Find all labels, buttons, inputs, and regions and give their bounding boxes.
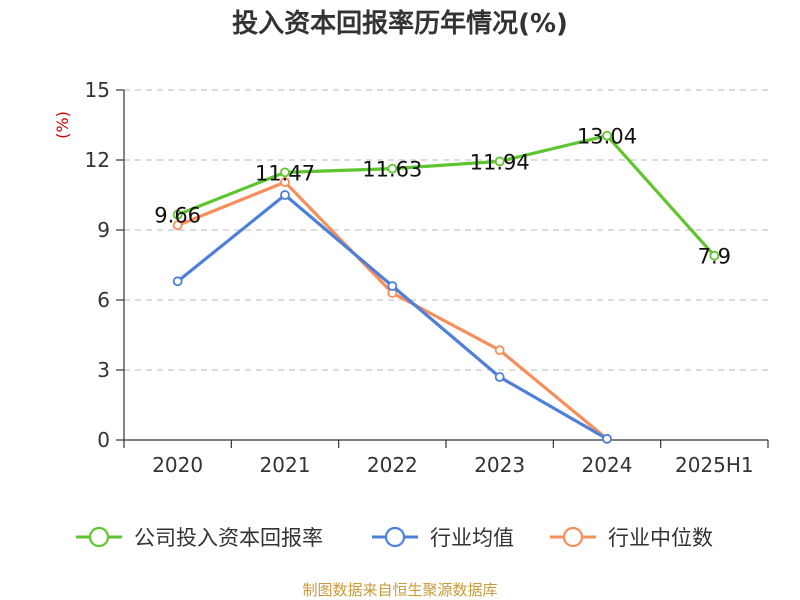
data-point (280, 177, 290, 188)
data-point (494, 345, 505, 356)
data-point (602, 433, 612, 444)
legend-item-0[interactable]: 公司投入资本回报率 (76, 526, 323, 550)
legend-item-1[interactable]: 行业均值 (372, 526, 514, 550)
data-point (280, 167, 290, 178)
data-label: 13.04 (577, 125, 637, 149)
gridlines (124, 89, 768, 371)
x-tick-label: 2025H1 (675, 453, 754, 477)
chart-title: 投入资本回报率历年情况(%) (232, 8, 568, 39)
data-point (387, 163, 398, 174)
legend-item-2[interactable]: 行业中位数 (550, 526, 713, 550)
data-label: 11.47 (255, 161, 315, 185)
series-line (177, 134, 716, 257)
series-1 (172, 190, 612, 444)
y-tick-label: 6 (97, 288, 110, 312)
data-label: 9.66 (154, 204, 201, 228)
legend-label: 公司投入资本回报率 (134, 526, 323, 550)
legend-swatch-marker (384, 526, 406, 548)
data-point (172, 220, 183, 231)
data-label: 7.9 (698, 245, 731, 269)
source-note: 制图数据来自恒生聚源数据库 (302, 581, 497, 599)
series (172, 130, 720, 444)
y-tick-label: 0 (97, 428, 110, 452)
legend-swatch-marker (562, 526, 584, 548)
data-point (602, 130, 612, 141)
data-labels: 9.66 11.47 11.63 11.94 13.04 7.9 (154, 125, 731, 269)
data-point (387, 281, 398, 291)
x-tick-label: 2024 (582, 453, 633, 477)
legend-label: 行业中位数 (608, 526, 713, 550)
data-point (172, 276, 183, 287)
data-point (280, 190, 290, 200)
data-label: 11.63 (362, 158, 422, 182)
y-axis-label: (%) (53, 111, 72, 139)
x-tick-label: 2022 (367, 453, 418, 477)
series-0 (172, 130, 720, 261)
data-point (494, 372, 505, 382)
x-tick-label: 2023 (474, 453, 525, 477)
data-point (709, 250, 720, 261)
x-tick-label: 2021 (260, 453, 311, 477)
y-tick-label: 12 (85, 148, 110, 172)
x-tick-label: 2020 (152, 453, 203, 477)
data-point (172, 209, 183, 220)
data-point (494, 156, 505, 167)
legend-swatch-marker (88, 526, 110, 548)
legend-label: 行业均值 (430, 526, 514, 550)
data-label: 11.94 (470, 150, 530, 174)
axes: 0 3 6 9 12 15 2020 2021 2022 2023 2024 2025H1 (85, 78, 769, 477)
y-tick-label: 9 (97, 218, 110, 242)
legend[interactable]: 公司投入资本回报率 行业均值 行业中位数 (76, 526, 713, 550)
y-tick-label: 15 (85, 78, 110, 102)
series-line (176, 193, 608, 441)
y-tick-label: 3 (97, 358, 110, 382)
